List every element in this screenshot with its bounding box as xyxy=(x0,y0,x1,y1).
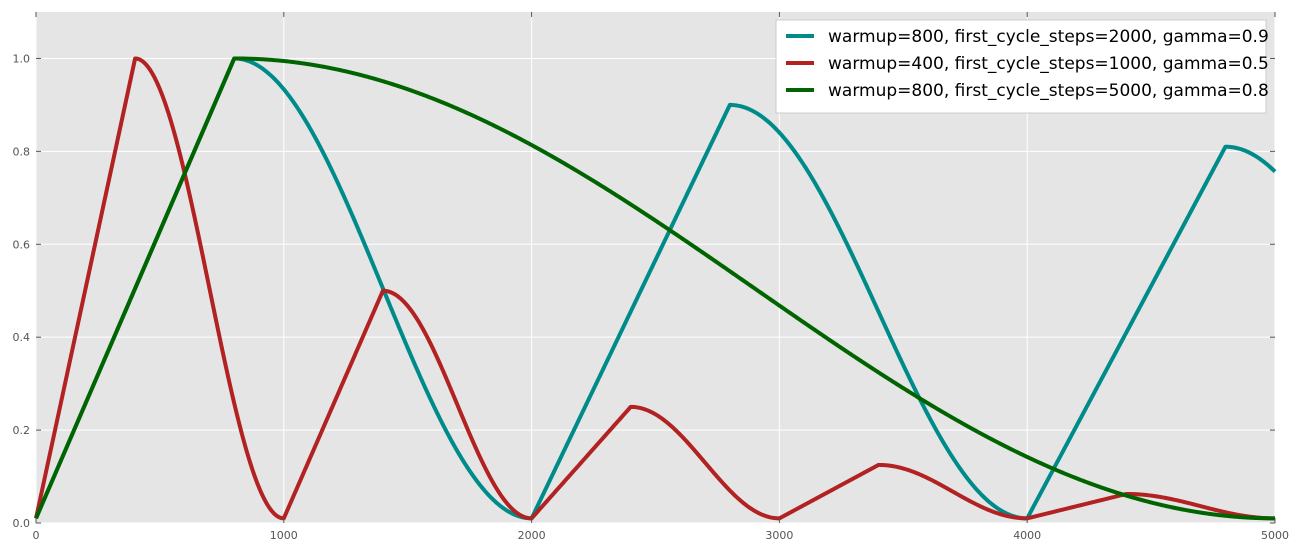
series-layer xyxy=(34,56,1277,521)
series-line-3 xyxy=(34,56,1276,521)
legend-label: warmup=800, first_cycle_steps=5000, gamm… xyxy=(828,81,1269,101)
legend-box xyxy=(775,19,1267,114)
y-tick-label: 0.8 xyxy=(13,145,31,158)
series-line-2 xyxy=(34,56,1276,521)
y-tick-label: 1.0 xyxy=(13,52,31,65)
y-tick-label: 0.4 xyxy=(13,331,31,344)
y-tick-label: 0.6 xyxy=(13,238,31,251)
y-tick-label: 0.0 xyxy=(13,517,31,530)
y-tick-label: 0.2 xyxy=(13,424,31,437)
x-tick-label: 4000 xyxy=(1013,529,1041,542)
x-tick-label: 3000 xyxy=(765,529,793,542)
x-tick-label: 5000 xyxy=(1261,529,1289,542)
legend-label: warmup=400, first_cycle_steps=1000, gamm… xyxy=(828,54,1269,74)
legend-label: warmup=800, first_cycle_steps=2000, gamm… xyxy=(828,27,1269,47)
x-tick-label: 1000 xyxy=(270,529,298,542)
axis-ticks: 0 1000 2000 3000 4000 5000 0.0 0.2 0.4 0.6 0.8 1.0 xyxy=(13,12,1289,542)
x-tick-label: 0 xyxy=(33,529,40,542)
legend: warmup=800, first_cycle_steps=2000, gamm… xyxy=(775,19,1269,114)
x-tick-label: 2000 xyxy=(518,529,546,542)
